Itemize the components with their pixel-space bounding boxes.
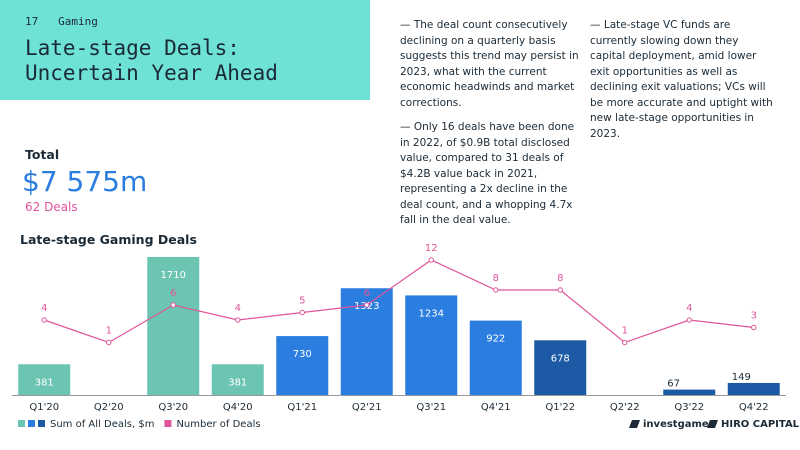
bar <box>534 340 587 395</box>
point-label: 3 <box>751 311 757 322</box>
line <box>44 259 754 344</box>
bar-label: 922 <box>486 334 505 345</box>
note: — Only 16 deals have been done in 2022, … <box>400 121 575 226</box>
bar <box>276 336 329 395</box>
bar-label: 1234 <box>419 308 444 319</box>
title-line: Uncertain Year Ahead <box>25 61 278 85</box>
bar <box>727 382 780 395</box>
logo: investgame <box>643 419 709 430</box>
bar-label: 1710 <box>161 270 186 281</box>
notes-column: — The deal count consecutively declining… <box>400 18 585 238</box>
x-tick-label: Q1'21 <box>287 402 317 413</box>
logo: HIRO CAPITAL <box>721 419 800 430</box>
bar <box>147 257 200 395</box>
point-label: 8 <box>493 273 499 284</box>
bar-label: 730 <box>293 349 312 360</box>
notes-column: — Late-stage VC funds are currently slow… <box>590 18 775 151</box>
x-tick-label: Q3'21 <box>416 402 446 413</box>
point <box>686 317 692 323</box>
bar <box>405 295 458 395</box>
point <box>428 257 434 263</box>
chart-title: Late-stage Gaming Deals <box>20 232 197 247</box>
legend-swatch <box>28 420 35 427</box>
bar <box>18 364 71 395</box>
x-tick-label: Q2'21 <box>352 402 382 413</box>
page-label: 17 Gaming <box>25 15 98 28</box>
x-tick-label: Q2'20 <box>94 402 124 413</box>
point-label: 4 <box>41 303 47 314</box>
legend-swatch <box>18 420 25 427</box>
bar-label: 381 <box>35 377 54 388</box>
legend-swatch <box>38 420 45 427</box>
header-box: 17 Gaming Late-stage Deals: Uncertain Yea… <box>0 0 370 100</box>
point <box>299 309 305 316</box>
point-label: 1 <box>622 326 628 337</box>
x-tick-label: Q1'22 <box>545 402 575 413</box>
legend-swatch <box>164 420 172 427</box>
note: — The deal count consecutively declining… <box>400 19 579 109</box>
bar-label: 381 <box>228 377 247 388</box>
point <box>41 317 47 323</box>
x-tick-label: Q4'20 <box>223 402 253 413</box>
bar-label: 678 <box>551 353 570 364</box>
title-line: Late-stage Deals: <box>25 36 240 60</box>
logo-icon <box>629 420 718 428</box>
bar-label: 67 <box>667 379 680 390</box>
page-number: 17 <box>25 15 39 28</box>
point-label: 6 <box>170 288 176 299</box>
point-label: 4 <box>235 303 241 314</box>
note: — Late-stage VC funds are currently slow… <box>590 19 773 140</box>
x-tick-label: Q3'22 <box>674 402 704 413</box>
point-label: 12 <box>425 243 438 254</box>
point-label: 8 <box>557 273 563 284</box>
total-value: $7 575m <box>22 165 148 198</box>
legend-label: Sum of All Deals, $m <box>50 419 154 430</box>
legend-label: Number of Deals <box>176 419 260 430</box>
point <box>751 324 757 331</box>
point <box>557 287 563 293</box>
x-tick-label: Q4'21 <box>481 402 511 413</box>
point <box>622 339 628 346</box>
point-label: 6 <box>364 288 370 299</box>
point-label: 5 <box>299 296 305 307</box>
bar <box>211 364 264 395</box>
point-label: 1 <box>106 326 112 337</box>
bar-label: 149 <box>732 372 751 383</box>
x-tick-label: Q4'22 <box>739 402 769 413</box>
point <box>493 287 499 293</box>
section: Gaming <box>58 15 98 28</box>
bar <box>469 320 522 395</box>
x-tick-label: Q3'20 <box>158 402 188 413</box>
x-tick-label: Q2'22 <box>610 402 640 413</box>
bar <box>663 389 716 395</box>
total-label: Total <box>25 147 60 162</box>
point <box>170 302 176 308</box>
title: Late-stage Deals: Uncertain Year Ahead <box>25 36 278 86</box>
point <box>364 302 370 308</box>
x-tick-label: Q1'20 <box>29 402 59 413</box>
total-deals: 62 Deals <box>25 200 78 214</box>
point <box>235 317 241 323</box>
point-label: 4 <box>686 303 692 314</box>
point <box>106 339 112 346</box>
